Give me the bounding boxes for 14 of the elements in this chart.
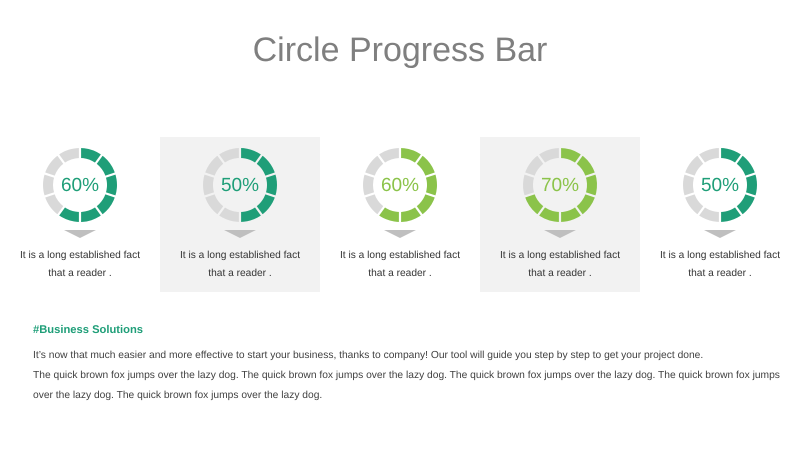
text: It is a long established fact that a reader . — [178, 249, 302, 281]
text: The quick brown fox jumps over the lazy dog. The quick brown fox jumps over the lazy dog. The quick brown fox jumps over the lazy dog. The quick brown fox jumps over the lazy dog. The quick brown fox jumps over the lazy dog. — [33, 368, 781, 403]
text: It is a long established fact that a reader . — [18, 249, 142, 281]
data-label: 50% — [700, 175, 740, 196]
text: It is a long established fact that a reader . — [498, 249, 622, 281]
text: It is a long established fact that a reader . — [658, 249, 782, 281]
text: It’s now that much easier and more effective to start your business, thanks to company! Our tool will guide you step by step to get your project done. — [33, 349, 704, 363]
data-label: 60% — [380, 175, 420, 196]
text: Circle Progress Bar — [252, 30, 548, 70]
data-label: 60% — [60, 175, 100, 196]
text: #Business Solutions — [33, 323, 144, 338]
data-label: 70% — [540, 175, 580, 196]
text: It is a long established fact that a reader . — [338, 249, 462, 281]
data-label: 50% — [220, 175, 260, 196]
